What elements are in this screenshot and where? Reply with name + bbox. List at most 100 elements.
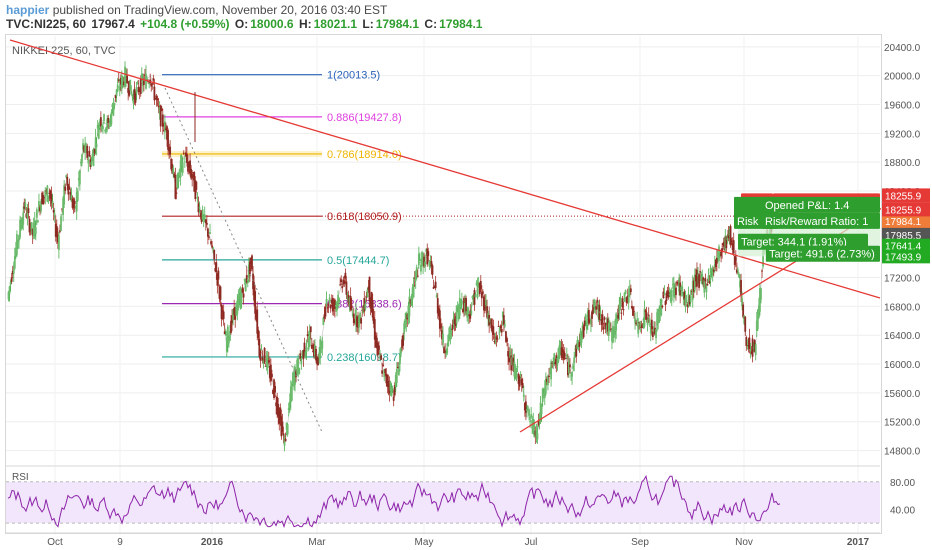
candle-body — [551, 362, 554, 364]
candle-body — [496, 338, 499, 340]
candle-body — [49, 190, 52, 199]
risk-label-partial: Risk — [737, 216, 759, 228]
price-axis[interactable]: 20400.020000.019600.019200.018800.018400… — [882, 43, 930, 458]
candle-body — [668, 294, 671, 296]
candle-body — [400, 347, 402, 354]
candle-body — [110, 112, 113, 125]
x-tick-label: Sep — [631, 537, 649, 548]
candle-body — [456, 305, 459, 308]
x-tick-label: Jul — [525, 537, 538, 548]
price-chart[interactable]: NIKKEI 225, 60, TVC 1(20013.5) 0.886(1942… — [0, 30, 932, 550]
candle-body — [518, 376, 521, 387]
candle-body — [733, 256, 736, 265]
candle-body — [108, 126, 111, 128]
candle-body — [552, 361, 555, 364]
candle-body — [601, 314, 604, 325]
fib-level-label: 0.786(18914.0) — [327, 149, 402, 161]
candle-body — [613, 327, 615, 330]
candle-body — [10, 277, 13, 282]
candle-body — [564, 357, 567, 359]
downtrend-line[interactable] — [9, 39, 881, 299]
candle-body — [29, 228, 32, 230]
candle-body — [704, 278, 707, 282]
candle-body — [104, 130, 106, 132]
candle-body — [97, 127, 100, 139]
candle-body — [656, 312, 658, 326]
candle-body — [188, 161, 190, 168]
risk-reward-label: Risk/Reward Ratio: 1 — [765, 216, 868, 228]
candle-body — [585, 324, 588, 330]
candle-body — [426, 248, 429, 265]
candle-body — [474, 294, 477, 298]
candle-body — [125, 69, 127, 81]
candle-body — [649, 325, 652, 334]
candle-body — [494, 339, 497, 341]
candle-body — [394, 375, 397, 387]
author-link[interactable]: happier — [6, 3, 50, 17]
candle-body — [676, 281, 678, 283]
x-tick-label: Mar — [308, 537, 326, 548]
candle-body — [255, 313, 258, 320]
candle-body — [349, 295, 352, 311]
candle-body — [451, 324, 454, 330]
candle-body — [469, 310, 472, 319]
candle-body — [640, 326, 643, 328]
candle-body — [475, 282, 478, 285]
candle-body — [526, 409, 528, 411]
candle-body — [286, 424, 289, 435]
candle-body — [701, 274, 704, 282]
candle-body — [565, 354, 568, 357]
candle-body — [276, 397, 279, 415]
candle-body — [752, 347, 755, 349]
candle-body — [161, 114, 164, 127]
candle-body — [536, 433, 539, 440]
candle-body — [621, 298, 624, 308]
candle-body — [258, 338, 261, 357]
candle-body — [351, 313, 354, 316]
candle-body — [559, 342, 562, 352]
candle-body — [639, 321, 642, 328]
candle-body — [205, 222, 208, 225]
y-tick-label: 18800.0 — [884, 158, 921, 169]
candle-body — [137, 86, 140, 93]
candle-body — [53, 213, 56, 216]
candle-body — [713, 264, 716, 267]
candle-body — [112, 104, 115, 116]
candle-body — [595, 306, 598, 310]
candle-body — [354, 309, 357, 324]
candle-body — [599, 311, 602, 314]
opened-pl-label-bg — [762, 196, 880, 213]
candle-body — [581, 325, 584, 333]
candle-body — [491, 325, 494, 333]
candle-body — [150, 83, 153, 87]
close-value: 17984.1 — [439, 17, 483, 31]
candle-body — [120, 75, 123, 90]
candle-body — [453, 319, 456, 325]
time-axis[interactable]: Oct 9 2016 Mar May Jul Sep Nov 2017 — [6, 532, 880, 548]
candle-body — [256, 309, 259, 334]
candle-body — [231, 315, 233, 324]
rsi-panel[interactable]: RSI 80.00 40.00 — [6, 465, 915, 529]
candle-body — [169, 146, 172, 155]
candle-body — [554, 362, 557, 365]
candle-body — [314, 345, 316, 356]
candle-body — [221, 310, 224, 313]
candle-body — [611, 329, 613, 342]
candle-body — [316, 357, 318, 365]
candle-body — [296, 359, 299, 374]
candle-body — [627, 294, 630, 303]
candle-body — [727, 229, 730, 239]
candle-body — [135, 87, 138, 94]
candle-body — [404, 319, 407, 325]
candle-body — [687, 293, 690, 306]
candle-body — [202, 216, 205, 219]
candle-body — [332, 305, 335, 308]
candle-body — [612, 325, 614, 343]
candle-body — [455, 305, 458, 324]
candle-body — [721, 248, 724, 253]
candle-body — [182, 152, 185, 154]
candle-body — [387, 380, 390, 387]
candle-body — [452, 318, 455, 323]
candle-body — [754, 344, 757, 356]
